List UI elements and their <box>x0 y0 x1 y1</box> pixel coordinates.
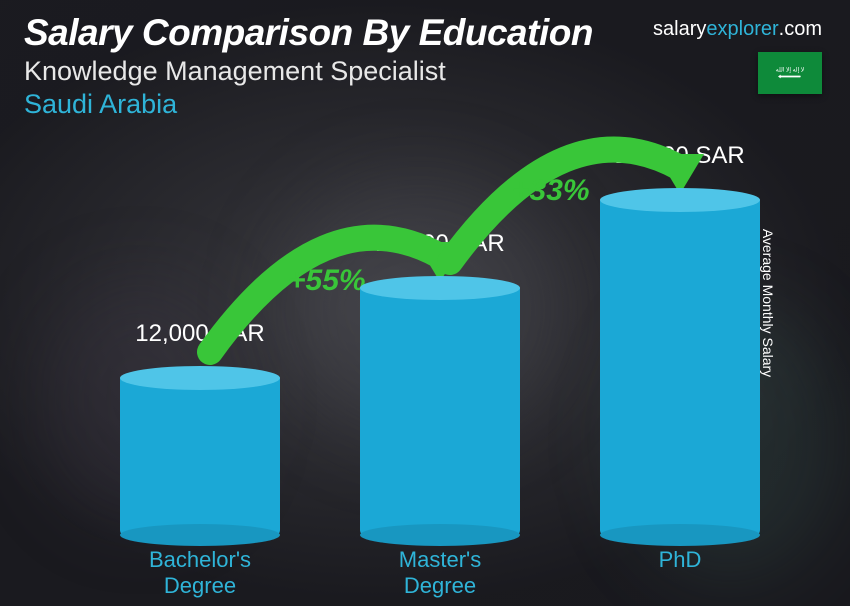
page-subtitle: Knowledge Management Specialist <box>24 56 826 87</box>
bar-group <box>120 366 280 536</box>
bar-body <box>360 288 520 536</box>
bar-chart: 12,000 SARBachelor'sDegree18,500 SARMast… <box>60 136 800 536</box>
brand-part1: salary <box>653 18 706 40</box>
bar-top <box>360 276 520 300</box>
bar-group <box>360 276 520 536</box>
bar-body <box>600 200 760 536</box>
brand-part3: .com <box>779 18 822 40</box>
bar-category-label: PhD <box>580 547 780 572</box>
bar-category-label: Master'sDegree <box>340 547 540 598</box>
percent-increase-label: +55% <box>288 264 366 298</box>
brand-part2: explorer <box>706 18 778 40</box>
bar <box>600 188 760 536</box>
bar-category-label: Bachelor'sDegree <box>100 547 300 598</box>
percent-increase-label: +33% <box>512 174 590 208</box>
bar <box>360 276 520 536</box>
bar <box>120 366 280 536</box>
country-label: Saudi Arabia <box>24 89 826 120</box>
bar-group <box>600 188 760 536</box>
bar-body <box>120 378 280 536</box>
svg-text:لا إله إلا الله: لا إله إلا الله <box>776 67 804 74</box>
bar-top <box>600 188 760 212</box>
bar-top <box>120 366 280 390</box>
brand-logo: salaryexplorer.com <box>653 18 822 41</box>
flag-icon: لا إله إلا الله <box>758 52 822 94</box>
